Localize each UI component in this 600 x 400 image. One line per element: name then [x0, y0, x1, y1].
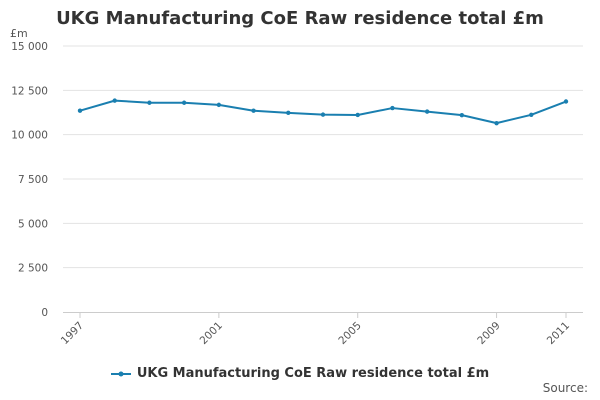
- source-label: Source:: [542, 381, 588, 395]
- data-point[interactable]: [390, 105, 395, 111]
- series-line: [79, 99, 567, 125]
- data-point[interactable]: [424, 109, 430, 114]
- y-tick-labels: 0 2 500 5 000 7 500 10 000 12 500 15 000: [11, 41, 48, 319]
- data-point[interactable]: [459, 112, 465, 118]
- y-tick-label: 7 500: [18, 174, 48, 186]
- data-point[interactable]: [494, 120, 499, 126]
- x-tick-label: 2005: [336, 320, 363, 347]
- axes: [63, 312, 583, 318]
- y-tick-label: 15 000: [11, 41, 48, 53]
- data-point[interactable]: [529, 112, 534, 118]
- x-tick-label: 2011: [545, 320, 572, 347]
- y-tick-label: 2 500: [18, 263, 48, 275]
- y-axis-unit-label: £m: [10, 27, 28, 40]
- legend-label: UKG Manufacturing CoE Raw residence tota…: [136, 366, 490, 381]
- x-tick-label: 1997: [59, 320, 86, 347]
- data-point[interactable]: [181, 100, 187, 105]
- legend[interactable]: UKG Manufacturing CoE Raw residence tota…: [0, 366, 600, 381]
- data-point[interactable]: [320, 112, 326, 117]
- series: [77, 98, 569, 126]
- data-point[interactable]: [563, 99, 569, 104]
- data-point[interactable]: [112, 98, 117, 103]
- y-tick-label: 10 000: [11, 130, 48, 142]
- x-tick-label: 2009: [475, 320, 502, 347]
- legend-swatch-icon: [110, 371, 131, 376]
- data-point[interactable]: [286, 110, 291, 116]
- y-tick-label: 5 000: [18, 218, 48, 230]
- data-point[interactable]: [77, 108, 83, 113]
- x-tick-label: 2001: [198, 320, 225, 347]
- data-point[interactable]: [147, 100, 152, 105]
- data-point[interactable]: [216, 102, 222, 108]
- chart-title: UKG Manufacturing CoE Raw residence tota…: [56, 8, 544, 29]
- data-point[interactable]: [355, 112, 360, 118]
- data-point[interactable]: [251, 108, 256, 113]
- y-tick-label: 12 500: [11, 85, 48, 97]
- y-tick-label: 0: [41, 307, 48, 319]
- x-tick-labels: 1997 2001 2005 2009 2011: [59, 320, 572, 347]
- gridlines: [63, 45, 583, 269]
